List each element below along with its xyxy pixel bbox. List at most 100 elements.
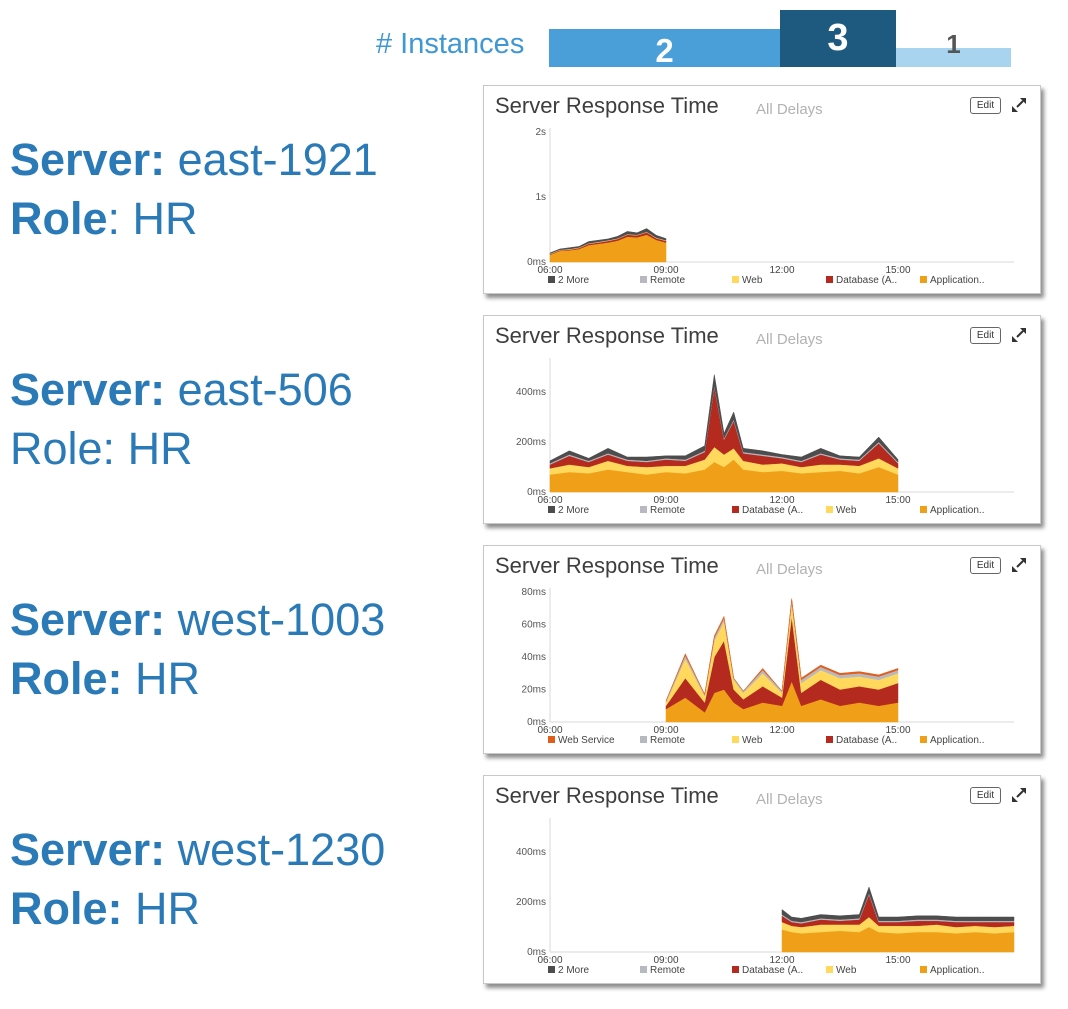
x-tick-label: 06:00 bbox=[537, 955, 562, 966]
legend-label: Web Service bbox=[558, 735, 615, 746]
instances-segment: 1 bbox=[896, 31, 1011, 67]
x-tick-label: 12:00 bbox=[769, 725, 794, 736]
y-tick-label: 0ms bbox=[527, 717, 546, 728]
legend-swatch bbox=[920, 966, 927, 973]
expand-icon[interactable] bbox=[1009, 555, 1029, 575]
y-tick-label: 0ms bbox=[527, 947, 546, 958]
legend-swatch bbox=[920, 506, 927, 513]
x-tick-label: 15:00 bbox=[885, 495, 910, 506]
legend-swatch bbox=[732, 276, 739, 283]
expand-icon[interactable] bbox=[1009, 785, 1029, 805]
legend-swatch bbox=[732, 736, 739, 743]
edit-button[interactable]: Edit bbox=[970, 787, 1001, 804]
legend-label: Remote bbox=[650, 505, 685, 516]
role-label: Role: bbox=[10, 653, 123, 704]
legend-swatch bbox=[826, 506, 833, 513]
legend-label: Web bbox=[836, 505, 857, 516]
chart-title: Server Response Time bbox=[495, 783, 719, 808]
legend-label: Application.. bbox=[930, 735, 984, 746]
legend-swatch bbox=[920, 736, 927, 743]
role-value: HR bbox=[127, 423, 193, 474]
x-tick-label: 09:00 bbox=[653, 955, 678, 966]
x-tick-label: 06:00 bbox=[537, 495, 562, 506]
series-area-2-more bbox=[549, 374, 899, 464]
chart-plot: 0ms 200ms 400ms 06:00 09:00 12:00 15:00 2 More R… bbox=[516, 358, 1014, 516]
chart-plot: 0ms 20ms 40ms 60ms 80ms 06:00 09:00 12:00 15:00 W… bbox=[522, 587, 1014, 746]
legend-swatch bbox=[826, 276, 833, 283]
x-tick-label: 15:00 bbox=[885, 265, 910, 276]
series-area-2-more bbox=[781, 886, 1015, 923]
x-tick-label: 09:00 bbox=[653, 495, 678, 506]
instances-count: 1 bbox=[946, 29, 961, 59]
legend-swatch bbox=[640, 736, 647, 743]
instances-count: 3 bbox=[827, 17, 849, 59]
role-value: HR bbox=[132, 193, 198, 244]
y-tick-label: 200ms bbox=[516, 437, 546, 448]
legend-swatch bbox=[548, 966, 555, 973]
y-tick-label: 0ms bbox=[527, 487, 546, 498]
role-separator: : bbox=[107, 193, 121, 244]
chart-title: Server Response Time bbox=[495, 553, 719, 578]
server-name: east-1921 bbox=[177, 134, 378, 185]
legend-label: 2 More bbox=[558, 275, 590, 286]
role-label: Role bbox=[10, 193, 108, 244]
legend-label: Web bbox=[836, 965, 857, 976]
server-info: Server: west-1003 Role: HR bbox=[10, 590, 385, 708]
edit-button[interactable]: Edit bbox=[970, 327, 1001, 344]
expand-icon[interactable] bbox=[1009, 95, 1029, 115]
y-tick-label: 80ms bbox=[522, 587, 546, 598]
legend-label: Database (A.. bbox=[836, 735, 897, 746]
chart-plot: 0ms 1s 2s 06:00 09:00 12:00 15:00 2 More Remote W… bbox=[527, 127, 1014, 286]
legend-label: Application.. bbox=[930, 275, 984, 286]
instances-count: 2 bbox=[655, 32, 674, 69]
y-tick-label: 40ms bbox=[522, 652, 546, 663]
x-tick-label: 06:00 bbox=[537, 725, 562, 736]
chart-panel: Server Response Time All Delays Edit 0ms… bbox=[483, 545, 1041, 754]
y-tick-label: 1s bbox=[535, 192, 546, 203]
legend-swatch bbox=[548, 276, 555, 283]
role-label: Role: bbox=[10, 423, 116, 474]
chart-panel: Server Response Time All Delays Edit 0ms… bbox=[483, 315, 1041, 524]
legend-label: 2 More bbox=[558, 965, 590, 976]
x-tick-label: 12:00 bbox=[769, 495, 794, 506]
legend-swatch bbox=[548, 736, 555, 743]
server-name: east-506 bbox=[177, 364, 353, 415]
edit-button[interactable]: Edit bbox=[970, 557, 1001, 574]
y-tick-label: 0ms bbox=[527, 257, 546, 268]
server-info: Server: east-1921 Role: HR bbox=[10, 130, 378, 248]
chart-subtitle: All Delays bbox=[756, 791, 823, 808]
legend-swatch bbox=[640, 276, 647, 283]
x-tick-label: 12:00 bbox=[769, 955, 794, 966]
series-area-2-more bbox=[549, 228, 667, 254]
server-label: Server: bbox=[10, 824, 166, 875]
legend-swatch bbox=[548, 506, 555, 513]
legend-label: Web bbox=[742, 275, 763, 286]
role-label: Role: bbox=[10, 883, 123, 934]
legend-label: Application.. bbox=[930, 505, 984, 516]
legend-label: 2 More bbox=[558, 505, 590, 516]
legend-swatch bbox=[826, 736, 833, 743]
server-name: west-1003 bbox=[177, 594, 386, 645]
edit-button[interactable]: Edit bbox=[970, 97, 1001, 114]
role-value: HR bbox=[135, 883, 201, 934]
x-tick-label: 06:00 bbox=[537, 265, 562, 276]
y-tick-label: 2s bbox=[535, 127, 546, 138]
chart-panel: Server Response Time All Delays Edit 0ms… bbox=[483, 775, 1041, 984]
chart-panel: Server Response Time All Delays Edit 0ms… bbox=[483, 85, 1041, 294]
legend-swatch bbox=[732, 966, 739, 973]
chart-plot: 0ms 200ms 400ms 06:00 09:00 12:00 15:00 2 More R… bbox=[516, 818, 1015, 976]
legend-label: Remote bbox=[650, 735, 685, 746]
legend-label: Application.. bbox=[930, 965, 984, 976]
x-tick-label: 15:00 bbox=[885, 955, 910, 966]
legend-swatch bbox=[640, 506, 647, 513]
server-info: Server: east-506 Role: HR bbox=[10, 360, 353, 478]
instances-segment: 2 bbox=[549, 29, 780, 69]
y-tick-label: 400ms bbox=[516, 847, 546, 858]
x-tick-label: 09:00 bbox=[653, 725, 678, 736]
expand-icon[interactable] bbox=[1009, 325, 1029, 345]
chart-title: Server Response Time bbox=[495, 323, 719, 348]
y-tick-label: 200ms bbox=[516, 897, 546, 908]
instances-bar: # Instances 2 3 1 bbox=[0, 0, 1068, 80]
chart-subtitle: All Delays bbox=[756, 101, 823, 118]
series-area-web-service bbox=[665, 598, 899, 701]
